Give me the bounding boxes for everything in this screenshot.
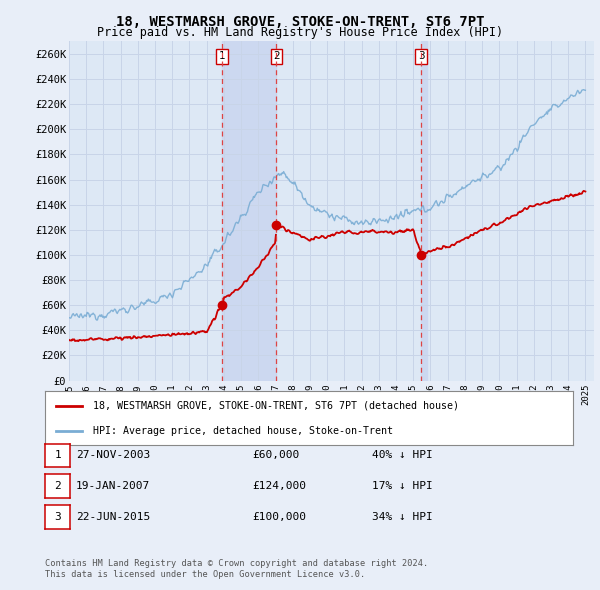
Text: This data is licensed under the Open Government Licence v3.0.: This data is licensed under the Open Gov… (45, 571, 365, 579)
Text: £60,000: £60,000 (252, 451, 299, 460)
Text: 2: 2 (54, 481, 61, 491)
Text: 27-NOV-2003: 27-NOV-2003 (76, 451, 151, 460)
Text: £100,000: £100,000 (252, 512, 306, 522)
Text: 1: 1 (54, 451, 61, 460)
Text: 3: 3 (54, 512, 61, 522)
Text: 40% ↓ HPI: 40% ↓ HPI (372, 451, 433, 460)
Text: 34% ↓ HPI: 34% ↓ HPI (372, 512, 433, 522)
Bar (421, 41, 427, 381)
Text: 17% ↓ HPI: 17% ↓ HPI (372, 481, 433, 491)
Text: 1: 1 (219, 51, 226, 61)
Text: HPI: Average price, detached house, Stoke-on-Trent: HPI: Average price, detached house, Stok… (92, 426, 392, 436)
Text: 18, WESTMARSH GROVE, STOKE-ON-TRENT, ST6 7PT: 18, WESTMARSH GROVE, STOKE-ON-TRENT, ST6… (116, 15, 484, 29)
Text: £124,000: £124,000 (252, 481, 306, 491)
Text: 18, WESTMARSH GROVE, STOKE-ON-TRENT, ST6 7PT (detached house): 18, WESTMARSH GROVE, STOKE-ON-TRENT, ST6… (92, 401, 458, 411)
Text: Contains HM Land Registry data © Crown copyright and database right 2024.: Contains HM Land Registry data © Crown c… (45, 559, 428, 568)
Text: 2: 2 (273, 51, 280, 61)
Bar (222, 41, 277, 381)
Text: 22-JUN-2015: 22-JUN-2015 (76, 512, 151, 522)
Text: 19-JAN-2007: 19-JAN-2007 (76, 481, 151, 491)
Text: 3: 3 (418, 51, 425, 61)
Text: Price paid vs. HM Land Registry's House Price Index (HPI): Price paid vs. HM Land Registry's House … (97, 26, 503, 39)
